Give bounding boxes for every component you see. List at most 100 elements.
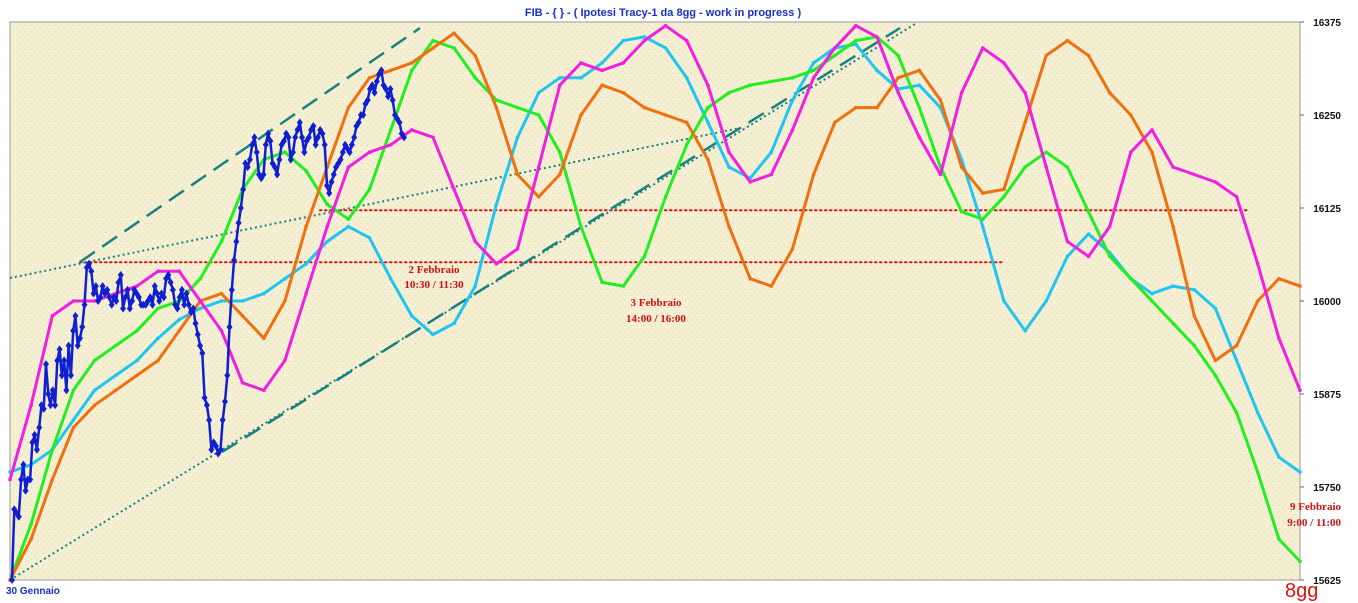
point-orange-28 [600,83,604,87]
point-green-1 [29,522,33,526]
point-green-51 [1086,209,1091,214]
point-cyan-58 [1234,358,1239,363]
point-magenta-59 [1255,262,1260,266]
point-orange-34 [727,224,731,229]
price-point-141 [328,177,335,186]
point-green-18 [388,128,393,132]
point-orange-53 [1129,113,1133,117]
point-cyan-19 [410,314,414,318]
price-point-101 [237,204,244,212]
point-cyan-47 [1002,299,1006,303]
annotation-1-line2: 10:30 / 11:30 [404,279,464,291]
point-cyan-4 [92,388,97,393]
point-magenta-34 [727,150,731,154]
point-magenta-37 [790,128,795,132]
point-magenta-41 [875,35,879,39]
price-point-112 [262,140,269,149]
point-green-27 [579,224,583,229]
point-magenta-55 [1171,165,1175,169]
point-magenta-21 [452,187,456,192]
point-magenta-28 [600,68,604,73]
price-point-81 [192,319,199,328]
price-point-47 [115,278,122,287]
point-orange-37 [790,247,795,251]
price-point-93 [219,416,226,425]
point-magenta-9 [198,299,203,303]
y-tick-label-3: 16000 [1313,297,1341,308]
series-line-cyan [9,35,1301,474]
point-orange-16 [346,105,351,110]
price-point-82 [194,330,201,339]
price-point-24 [63,386,70,395]
price-point-32 [81,300,88,309]
dotted-trend-line-1 [9,127,741,279]
point-magenta-58 [1234,195,1239,199]
price-point-65 [156,297,163,305]
price-point-124 [289,148,296,157]
series-price [9,66,407,584]
price-point-78 [185,300,192,309]
point-orange-42 [896,76,900,80]
price-point-134 [312,140,319,149]
point-orange-55 [1171,224,1175,229]
price-point-129 [301,148,308,157]
point-orange-40 [854,105,858,110]
price-point-123 [287,155,294,164]
price-point-135 [314,133,321,142]
point-magenta-43 [917,135,922,140]
point-cyan-12 [262,291,266,296]
point-orange-33 [706,157,710,162]
price-point-11 [33,445,40,454]
point-green-60 [1277,537,1281,541]
point-green-17 [367,187,372,192]
point-cyan-27 [579,76,583,80]
price-point-22 [58,371,65,380]
point-cyan-34 [727,165,731,169]
point-green-46 [981,217,985,221]
price-point-137 [319,129,326,138]
point-green-30 [642,254,647,259]
point-green-2 [50,448,55,452]
price-point-46 [113,297,120,305]
point-cyan-38 [811,61,816,65]
price-point-113 [265,129,272,138]
point-green-39 [833,53,837,58]
point-magenta-6 [135,284,139,288]
point-green-61 [1298,559,1302,564]
point-green-23 [494,98,499,102]
price-point-71 [169,285,176,294]
point-green-4 [92,358,97,363]
price-point-19 [52,401,59,410]
point-green-26 [558,150,562,154]
point-orange-14 [304,224,308,229]
price-point-139 [323,181,330,190]
point-magenta-24 [515,247,520,251]
point-green-57 [1213,373,1218,378]
point-magenta-35 [748,180,752,184]
point-green-54 [1150,299,1154,303]
point-cyan-7 [156,336,160,341]
price-point-128 [299,133,306,142]
point-magenta-0 [8,477,12,482]
point-cyan-14 [304,262,308,266]
price-point-104 [244,163,251,172]
point-orange-41 [875,105,879,110]
point-green-35 [748,83,752,87]
point-magenta-47 [1002,61,1006,65]
annotation-3-line1: 9 Febbraio [1290,501,1342,513]
point-cyan-37 [790,98,795,102]
price-point-142 [330,170,337,179]
point-green-42 [896,53,900,58]
point-cyan-60 [1277,455,1281,460]
point-orange-13 [283,299,287,303]
price-point-39 [97,293,104,302]
series-orange [8,31,1302,582]
price-point-118 [276,155,283,164]
price-point-74 [176,293,183,302]
point-green-55 [1171,321,1175,326]
price-point-120 [280,137,287,146]
point-green-14 [304,169,308,173]
price-point-69 [165,270,172,279]
price-point-106 [249,140,256,149]
point-magenta-39 [833,46,837,50]
